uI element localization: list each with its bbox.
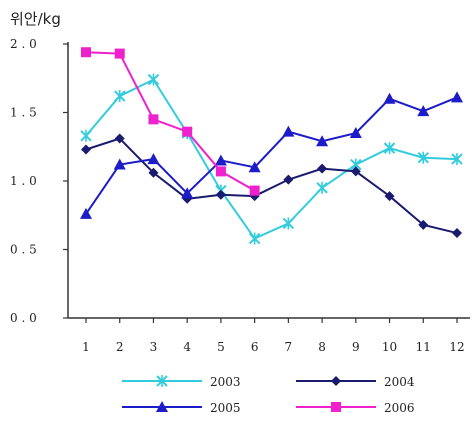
y-tick-label: 0 . 0 [10,311,37,325]
series-2006 [81,47,260,196]
legend-marker [156,401,168,412]
legend-label: 2005 [210,401,241,415]
y-tick-label: 0 . 5 [10,243,37,257]
data-point-2004 [418,219,429,230]
data-point-2003 [147,73,160,86]
plot-area [80,47,463,245]
data-point-2003 [383,142,396,155]
x-tick-label: 10 [382,340,397,354]
data-point-2006 [81,47,91,58]
legend-marker [156,375,168,387]
data-point-2005 [80,207,92,219]
series-line-2006 [85,51,256,192]
x-tick-label: 3 [150,340,158,354]
series-2004 [81,133,462,239]
data-point-2005 [214,154,227,166]
x-tick-label: 6 [251,340,259,354]
data-point-2005 [451,91,463,103]
axes: 0 . 00 . 51 . 01 . 52 . 01 2 3 4 5 6 7 8 9 10 11 12 [10,37,470,354]
data-point-2006 [148,114,159,125]
legend-item-2003: 2003 [122,375,241,389]
data-point-2005 [383,92,396,104]
data-point-2005 [316,135,329,147]
data-point-2006 [182,126,193,137]
data-point-2005 [113,158,126,170]
x-tick-label: 4 [183,340,191,354]
data-point-2003 [316,181,328,194]
data-point-2003 [80,129,92,142]
legend-item-2006: 2006 [296,401,415,415]
y-tick-label: 1 . 0 [10,174,37,188]
data-point-2004 [148,167,159,178]
data-point-2004 [283,174,294,185]
data-point-2005 [248,161,261,173]
x-tick-label: 11 [416,340,431,354]
data-point-2004 [350,166,361,177]
x-tick-label: 2 [116,340,124,354]
data-point-2004 [81,144,91,155]
series-line-2005 [85,96,458,215]
legend: 2003 2004 2005 2006 [122,375,415,415]
data-point-2004 [114,133,125,144]
y-tick-label: 2 . 0 [10,37,37,51]
legend-marker [331,376,341,386]
data-point-2003 [114,90,126,103]
data-point-2006 [249,185,260,196]
series-2005 [80,91,463,219]
data-point-2004 [384,191,395,202]
x-tick-label: 9 [352,340,360,354]
legend-marker [331,402,341,412]
series-2003 [80,73,463,245]
data-point-2005 [181,187,194,199]
x-tick-label: 1 [82,340,90,354]
data-point-2005 [147,153,160,165]
data-point-2003 [282,217,295,230]
legend-item-2004: 2004 [296,375,415,389]
data-point-2004 [317,163,328,174]
series-line-2004 [85,137,458,235]
legend-label: 2003 [210,375,241,389]
series-line-2003 [85,78,458,240]
data-point-2003 [417,151,429,164]
data-point-2004 [215,189,226,200]
data-point-2005 [349,127,362,139]
data-point-2006 [215,166,226,177]
data-point-2005 [282,125,295,137]
y-axis-unit-label: 위안/kg [10,10,61,28]
x-tick-label: 5 [217,340,225,354]
data-point-2003 [451,153,463,166]
legend-item-2005: 2005 [122,401,241,415]
legend-label: 2006 [384,401,415,415]
x-tick-label: 8 [318,340,326,354]
data-point-2006 [114,48,125,59]
x-tick-label: 12 [449,340,464,354]
legend-label: 2004 [384,375,415,389]
data-point-2003 [248,232,261,245]
data-point-2005 [417,105,430,117]
y-tick-label: 1 . 5 [10,106,37,120]
data-point-2004 [452,228,462,239]
x-tick-label: 7 [285,340,293,354]
